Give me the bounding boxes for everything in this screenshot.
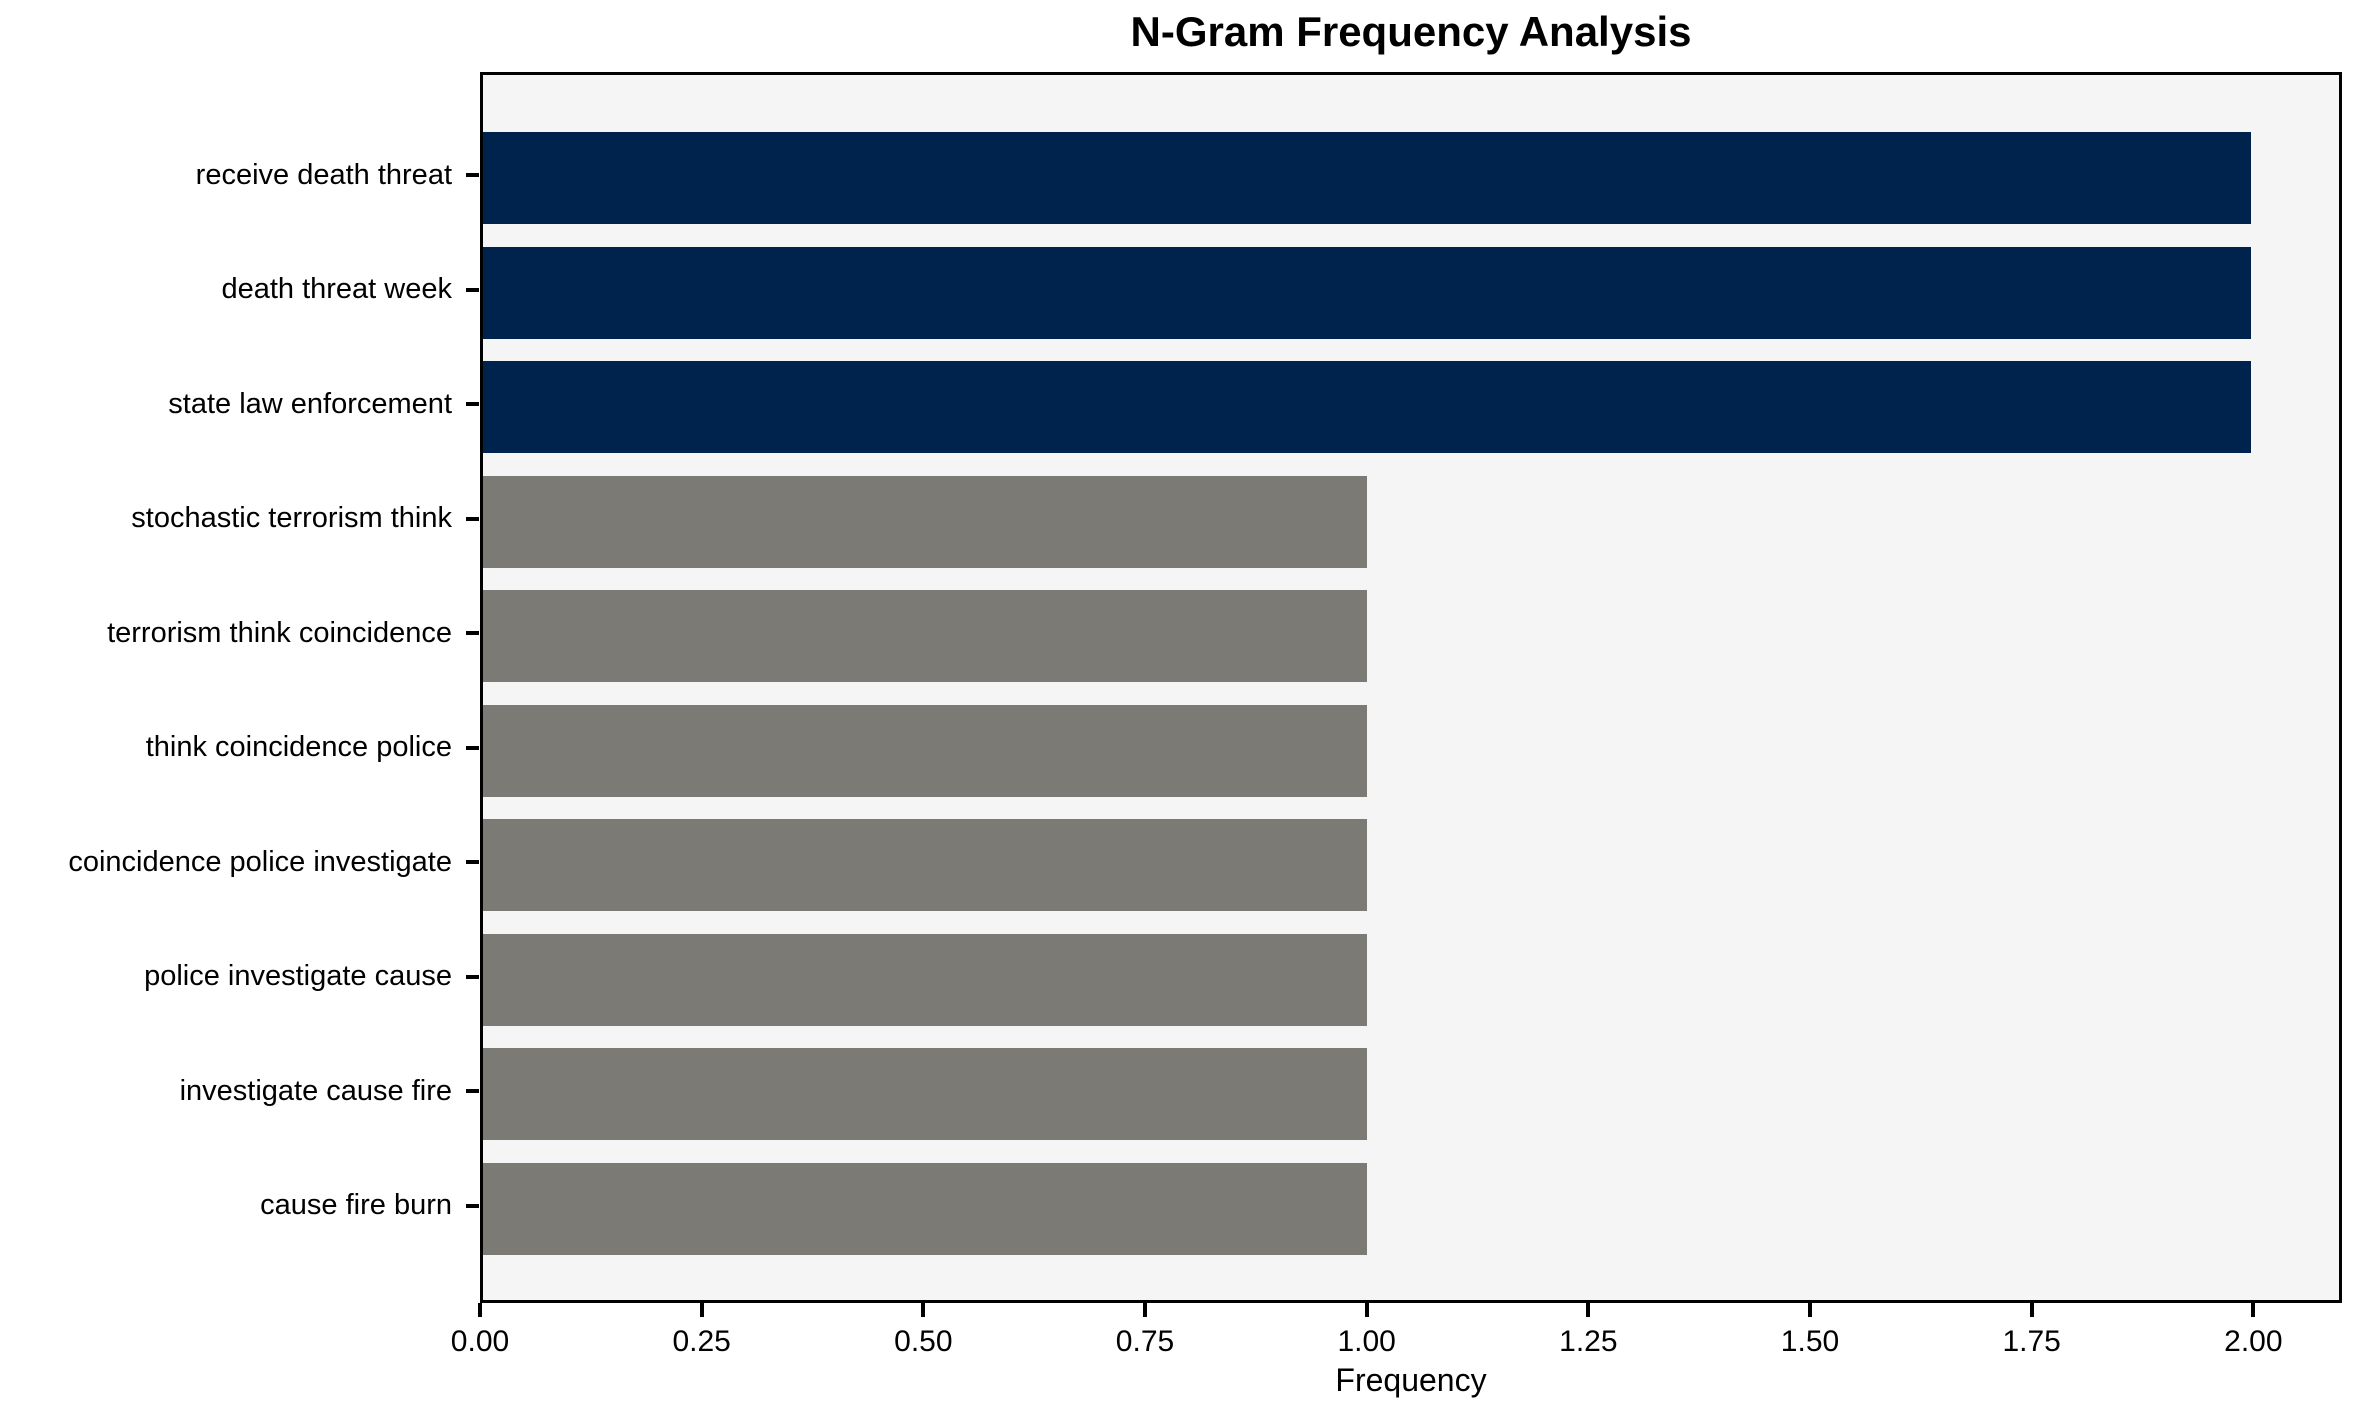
y-tick-label-think-coincidence-police: think coincidence police [145, 731, 452, 763]
x-tick-label-0.25: 0.25 [672, 1325, 731, 1358]
x-tick-mark [921, 1303, 926, 1317]
x-tick-label-1.25: 1.25 [1559, 1325, 1618, 1358]
y-tick-label-stochastic-terrorism-think: stochastic terrorism think [131, 502, 452, 534]
y-tick-mark [466, 860, 479, 864]
bar-terrorism-think-coincidence [483, 590, 1367, 682]
x-tick-label-0.00: 0.00 [450, 1325, 510, 1358]
bar-cause-fire-burn [483, 1162, 1367, 1255]
y-tick-label-investigate-cause-fire: investigate cause fire [179, 1074, 452, 1107]
y-tick-label-cause-fire-burn: cause fire burn [260, 1189, 452, 1221]
y-tick-mark [466, 1089, 479, 1093]
y-tick-label-state-law-enforcement: state law enforcement [168, 387, 452, 420]
bar-investigate-cause-fire [483, 1048, 1367, 1140]
x-tick-label-0.50: 0.50 [894, 1325, 953, 1358]
bar-coincidence-police-investigate [483, 819, 1367, 911]
y-tick-label-terrorism-think-coincidence: terrorism think coincidence [107, 616, 452, 649]
x-tick-mark [699, 1303, 704, 1317]
y-tick-label-coincidence-police-investigate: coincidence police investigate [68, 845, 452, 878]
x-axis-title: Frequency [1335, 1362, 1487, 1398]
bar-police-investigate-cause [483, 933, 1367, 1026]
y-tick-label-receive-death-threat: receive death threat [195, 158, 452, 191]
y-tick-mark [466, 1203, 479, 1208]
x-tick-mark [1808, 1303, 1812, 1317]
x-tick-label-1.50: 1.50 [1780, 1325, 1840, 1358]
y-tick-label-death-threat-week: death threat week [221, 273, 452, 305]
x-tick-label-0.75: 0.75 [1115, 1325, 1175, 1358]
x-tick-mark [1364, 1303, 1369, 1317]
x-tick-mark [478, 1303, 482, 1317]
x-tick-label-2.00: 2.00 [2224, 1325, 2283, 1358]
y-tick-mark [466, 974, 479, 979]
bar-receive-death-threat [483, 132, 2251, 224]
y-tick-mark [466, 745, 479, 750]
x-tick-mark [1586, 1303, 1591, 1317]
y-tick-mark [466, 287, 479, 292]
bar-death-threat-week [483, 246, 2251, 339]
y-tick-mark [466, 173, 479, 177]
bar-state-law-enforcement [483, 361, 2251, 453]
x-tick-label-1.75: 1.75 [2002, 1325, 2061, 1358]
x-tick-mark [2029, 1303, 2034, 1317]
y-tick-mark [466, 402, 479, 406]
chart-title: N-Gram Frequency Analysis [1130, 8, 1692, 55]
y-axis: receive death threat death threat week sta… [0, 72, 480, 1303]
y-tick-label-police-investigate-cause: police investigate cause [144, 960, 452, 992]
x-tick-label-1.00: 1.00 [1337, 1325, 1396, 1358]
x-axis: 0.00 0.25 0.50 0.75 1.00 1.25 1.50 1.75 2.00 [451, 1303, 2342, 1383]
x-tick-mark [2251, 1303, 2256, 1317]
x-tick-mark [1143, 1303, 1147, 1317]
plot-area [480, 72, 2342, 1303]
y-tick-mark [466, 516, 479, 521]
y-tick-mark [466, 631, 479, 635]
bar-think-coincidence-police [483, 704, 1367, 797]
bar-stochastic-terrorism-think [483, 475, 1367, 568]
